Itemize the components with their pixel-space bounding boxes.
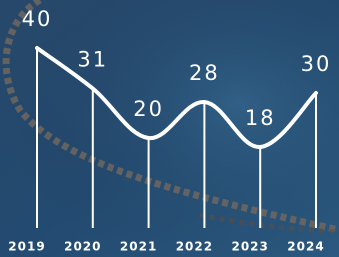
x-tick-label: 2019 <box>8 240 45 254</box>
x-tick-label: 2021 <box>120 240 157 254</box>
chart: 40 31 20 28 18 30 2019 2020 2021 2022 2023 2024 <box>0 0 339 257</box>
x-tick-label: 2022 <box>176 240 213 254</box>
x-tick-label: 2023 <box>231 240 268 254</box>
value-label: 20 <box>133 97 164 121</box>
x-tick-label: 2024 <box>287 240 324 254</box>
value-label: 28 <box>189 61 220 85</box>
x-tick-label: 2020 <box>64 240 101 254</box>
value-label: 30 <box>301 52 332 76</box>
value-label: 18 <box>245 106 276 130</box>
value-label: 31 <box>77 48 108 72</box>
value-label: 40 <box>22 7 53 31</box>
